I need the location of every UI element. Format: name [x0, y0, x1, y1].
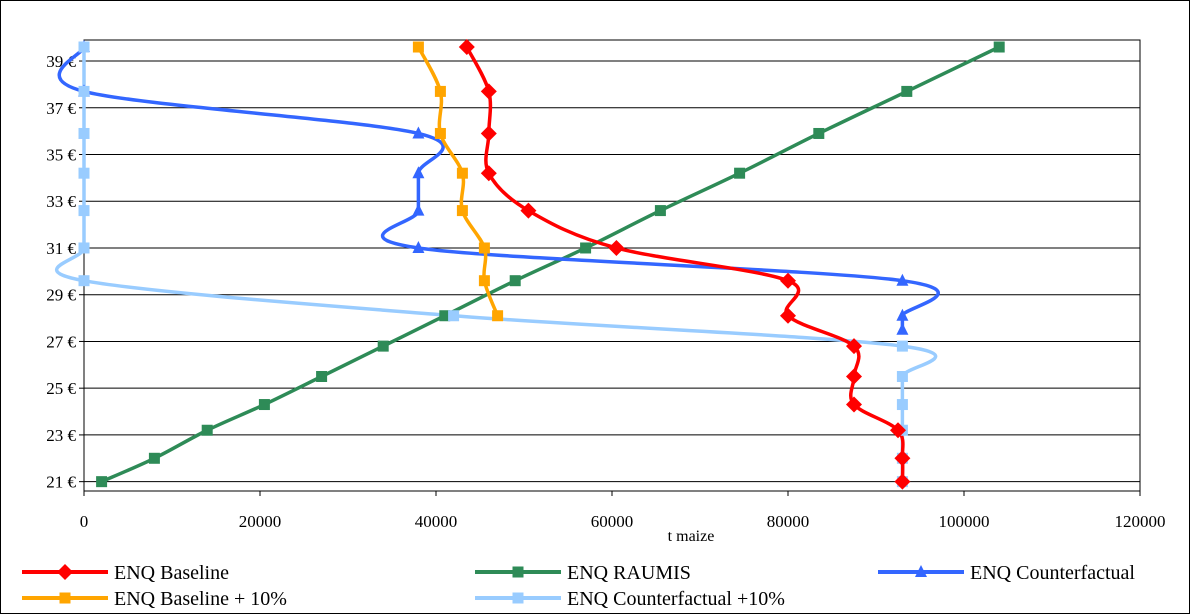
data-point-enq-counterfactual-10 [78, 275, 90, 287]
x-tick-label: 20000 [239, 512, 282, 531]
data-point-enq-baseline [846, 396, 862, 413]
axes: 21 € 23 € 25 € 27 € 29 € 31 € 33 € 35 € 37 € 39 €… [46, 52, 1165, 531]
legend-marker-enq-counterfactual [915, 565, 927, 577]
data-point-enq-raumis [580, 242, 592, 254]
data-point-enq-baseline-10 [434, 127, 446, 139]
series-line-enq-counterfactual [57, 46, 940, 330]
series-line-enq-counterfactual-10 [54, 47, 938, 482]
y-tick-label: 31 € [46, 239, 76, 258]
data-point-enq-counterfactual [412, 166, 425, 179]
series-markers [78, 39, 1005, 490]
series-lines [54, 45, 1000, 484]
data-point-enq-raumis [993, 41, 1005, 53]
data-point-enq-baseline [846, 338, 862, 355]
x-tick-label: 80000 [767, 512, 810, 531]
data-point-enq-counterfactual-10 [896, 370, 908, 382]
y-tick-label: 37 € [46, 99, 76, 118]
data-point-enq-baseline [608, 239, 625, 256]
data-point-enq-raumis [96, 476, 108, 488]
data-point-enq-baseline [520, 202, 537, 219]
data-point-enq-counterfactual [896, 273, 909, 286]
data-point-enq-counterfactual-10 [78, 127, 90, 139]
legend-label-enq-baseline: ENQ Baseline [114, 562, 229, 584]
data-point-enq-baseline-10 [412, 41, 424, 53]
data-point-enq-counterfactual-10 [78, 242, 90, 254]
legend: ENQ Baseline ENQ RAUMIS ENQ Counterfactual… [22, 562, 1135, 610]
data-point-enq-baseline [894, 450, 911, 467]
legend-marker-enq-baseline-10 [59, 592, 71, 604]
legend-label-enq-baseline-10: ENQ Baseline + 10% [114, 588, 287, 610]
data-point-enq-baseline [480, 125, 497, 142]
y-tick-label: 33 € [46, 192, 76, 211]
data-point-enq-baseline-10 [434, 85, 446, 97]
data-point-enq-baseline-10 [478, 242, 490, 254]
data-point-enq-counterfactual-10 [78, 167, 90, 179]
data-point-enq-baseline-10 [478, 275, 490, 287]
data-point-enq-baseline-10 [492, 310, 504, 322]
data-point-enq-baseline [458, 39, 475, 56]
data-point-enq-raumis [813, 127, 825, 139]
x-axis-label: t maize [668, 528, 715, 545]
data-point-enq-baseline [846, 368, 862, 385]
x-tick-label: 0 [80, 512, 89, 531]
y-tick-label: 35 € [46, 146, 76, 165]
data-point-enq-counterfactual [896, 308, 909, 321]
data-point-enq-baseline-10 [456, 167, 468, 179]
legend-marker-enq-raumis [512, 566, 524, 578]
y-tick-label: 23 € [46, 426, 76, 445]
data-point-enq-baseline [780, 307, 796, 324]
data-point-enq-counterfactual-10 [78, 85, 90, 97]
data-point-enq-counterfactual [412, 240, 425, 253]
data-point-enq-baseline [480, 83, 497, 100]
data-point-enq-baseline-10 [456, 205, 468, 217]
data-point-enq-raumis [258, 399, 270, 411]
data-point-enq-baseline [480, 165, 497, 182]
data-point-enq-counterfactual [412, 203, 425, 216]
legend-marker-enq-baseline [57, 564, 73, 580]
data-point-enq-counterfactual [412, 126, 425, 139]
data-point-enq-raumis [734, 167, 746, 179]
data-point-enq-raumis [439, 310, 451, 322]
x-tick-label: 100000 [939, 512, 990, 531]
series-line-enq-baseline [465, 46, 905, 482]
data-point-enq-counterfactual-10 [896, 399, 908, 411]
x-tick-label: 40000 [415, 512, 458, 531]
data-point-enq-raumis [201, 424, 213, 436]
legend-label-enq-counterfactual-10: ENQ Counterfactual +10% [567, 588, 785, 610]
y-tick-label: 27 € [46, 332, 76, 351]
data-point-enq-raumis [901, 85, 913, 97]
data-point-enq-raumis [509, 275, 521, 287]
data-point-enq-baseline [780, 272, 796, 289]
data-point-enq-counterfactual-10 [448, 310, 460, 322]
x-tick-label: 60000 [591, 512, 634, 531]
y-tick-label: 29 € [46, 286, 76, 305]
legend-label-enq-raumis: ENQ RAUMIS [567, 562, 691, 584]
data-point-enq-baseline [894, 473, 911, 490]
data-point-enq-raumis [654, 205, 666, 217]
y-tick-label: 39 € [46, 52, 76, 71]
legend-marker-enq-counterfactual-10 [512, 592, 524, 604]
legend-label-enq-counterfactual: ENQ Counterfactual [970, 562, 1135, 584]
x-tick-label: 120000 [1115, 512, 1166, 531]
y-tick-label: 25 € [46, 379, 76, 398]
data-point-enq-baseline [890, 422, 906, 439]
data-point-enq-counterfactual [896, 322, 909, 335]
gridlines [84, 60, 1140, 483]
data-point-enq-raumis [148, 452, 160, 464]
data-point-enq-raumis [377, 340, 389, 352]
y-tick-label: 21 € [46, 473, 76, 492]
data-point-enq-counterfactual-10 [78, 205, 90, 217]
data-point-enq-counterfactual-10 [78, 41, 90, 53]
data-point-enq-counterfactual-10 [896, 340, 908, 352]
data-point-enq-raumis [316, 370, 328, 382]
